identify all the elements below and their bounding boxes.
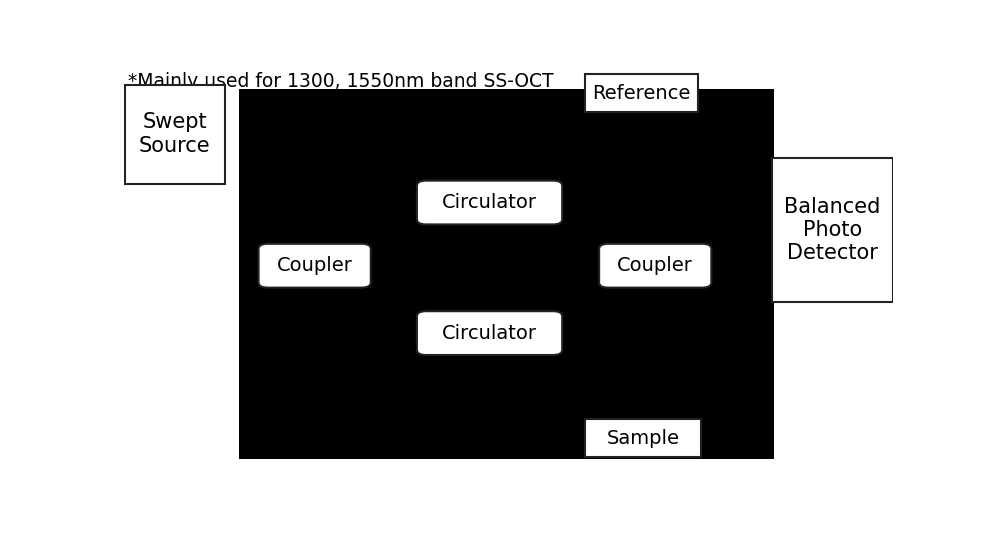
Text: Sample: Sample — [606, 429, 680, 448]
Text: Coupler: Coupler — [277, 256, 352, 275]
FancyBboxPatch shape — [259, 244, 371, 288]
Text: Swept
Source: Swept Source — [139, 113, 210, 156]
Bar — [584, 74, 698, 112]
FancyBboxPatch shape — [417, 311, 562, 355]
Text: Reference: Reference — [592, 84, 690, 102]
Text: Circulator: Circulator — [442, 324, 537, 342]
Bar — [584, 420, 701, 457]
Bar — [125, 85, 225, 184]
Text: *Mainly used for 1300, 1550nm band SS-OCT: *Mainly used for 1300, 1550nm band SS-OC… — [128, 72, 554, 91]
Text: Balanced
Photo
Detector: Balanced Photo Detector — [785, 197, 881, 263]
Text: Circulator: Circulator — [442, 193, 537, 212]
Bar — [238, 89, 775, 459]
FancyBboxPatch shape — [599, 244, 711, 288]
Text: Coupler: Coupler — [617, 256, 693, 275]
FancyBboxPatch shape — [417, 181, 562, 224]
Bar — [772, 158, 893, 301]
